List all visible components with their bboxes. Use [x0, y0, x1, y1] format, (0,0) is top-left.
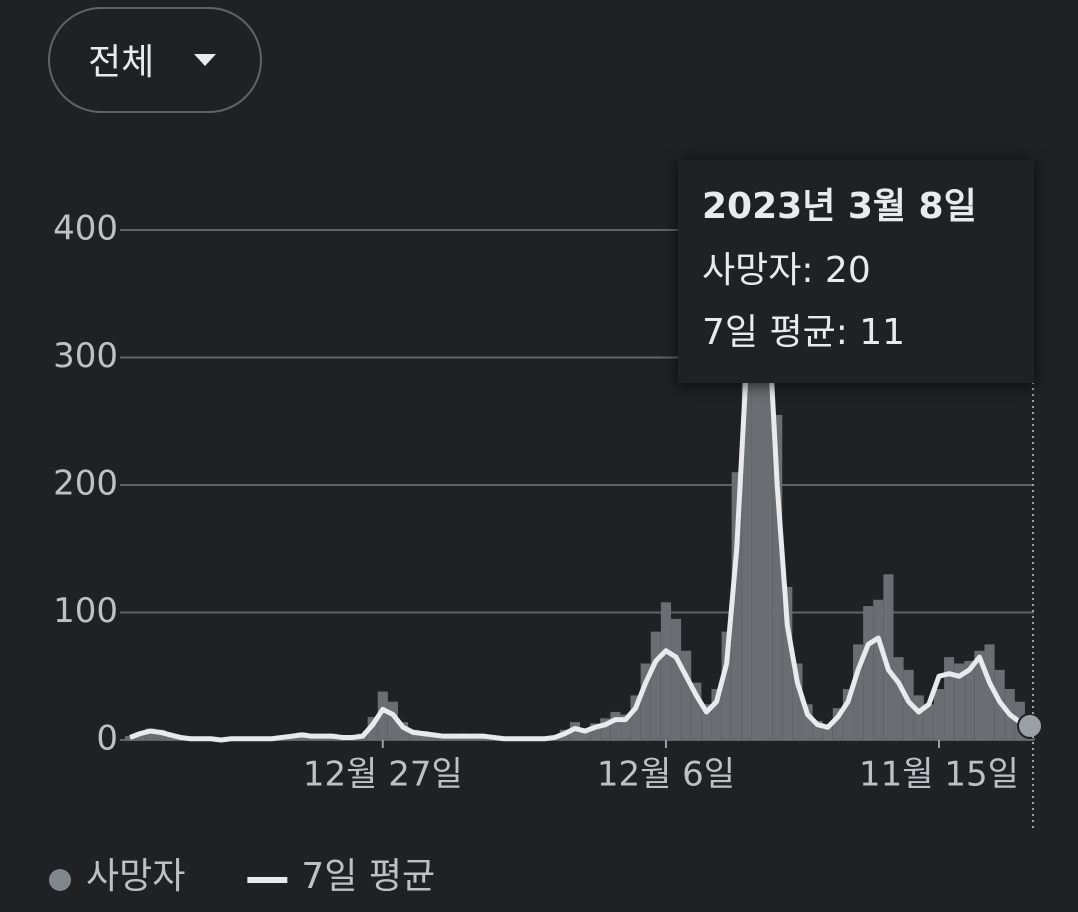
bar [913, 695, 924, 740]
dropdown-label: 전체 [88, 42, 154, 83]
y-tick-label: 0 [96, 719, 118, 759]
bar [397, 722, 409, 740]
bar [954, 663, 965, 740]
bar [762, 255, 773, 740]
bar [124, 736, 136, 740]
x-tick-label: 11월 15일 [859, 755, 1019, 795]
bar [802, 704, 813, 740]
average-line [129, 253, 1031, 743]
bar [741, 319, 752, 740]
bar [701, 704, 712, 740]
bar [408, 729, 419, 740]
tooltip-box [678, 160, 1034, 383]
dropdown-arrow [194, 54, 216, 66]
bar [792, 663, 803, 740]
bar [711, 689, 722, 740]
bar [782, 587, 793, 740]
bar [863, 606, 874, 740]
bar [681, 650, 692, 740]
bar [610, 711, 621, 740]
y-tick-label: 400 [53, 209, 118, 249]
bar [883, 574, 894, 740]
legend-line [247, 877, 288, 883]
bar [822, 724, 833, 740]
bar [842, 689, 854, 740]
bar [580, 728, 591, 740]
legend-label: 7일 평균 [301, 856, 435, 897]
bar [984, 644, 995, 740]
y-tick-label: 100 [53, 591, 118, 631]
bar [640, 663, 651, 740]
legend-label: 사망자 [86, 856, 185, 897]
tooltip-title: 2023년 3월 8일 [702, 186, 977, 227]
bar [964, 660, 975, 740]
hover-dot [1017, 712, 1043, 739]
bar [751, 230, 763, 740]
bar [671, 618, 682, 740]
bar [772, 414, 783, 740]
tooltip: 2023년 3월 8일 사망자: 20 7일 평균: 11 [678, 160, 1034, 383]
bar [387, 701, 398, 740]
filter-dropdown[interactable]: 전체 [48, 7, 262, 113]
bar [974, 650, 985, 740]
bar [933, 689, 945, 740]
y-tick-label: 200 [53, 464, 118, 504]
bar [721, 631, 732, 740]
bar [660, 602, 672, 740]
bar [923, 704, 934, 740]
bar [630, 695, 641, 740]
legend-dot [49, 869, 71, 891]
bar [600, 718, 611, 740]
bar [832, 708, 843, 740]
bar [650, 631, 661, 740]
bar [620, 714, 631, 740]
bar [853, 644, 864, 740]
bar [731, 472, 742, 740]
bar [691, 682, 702, 740]
legend: 사망자 7일 평균 [49, 856, 435, 897]
bar [367, 717, 378, 740]
bar [944, 657, 955, 740]
dropdown-border [48, 7, 262, 113]
tooltip-line: 사망자: 20 [702, 250, 871, 291]
bar [145, 728, 156, 740]
bar [812, 720, 823, 740]
tooltip-line: 7일 평균: 11 [702, 312, 905, 353]
bar [590, 723, 601, 740]
bar [873, 599, 884, 740]
x-tick-label: 12월 6일 [597, 755, 735, 795]
bar [893, 657, 904, 740]
x-tick-label: 12월 27일 [303, 755, 463, 795]
y-tick-label: 300 [53, 336, 118, 376]
bar [377, 691, 388, 740]
